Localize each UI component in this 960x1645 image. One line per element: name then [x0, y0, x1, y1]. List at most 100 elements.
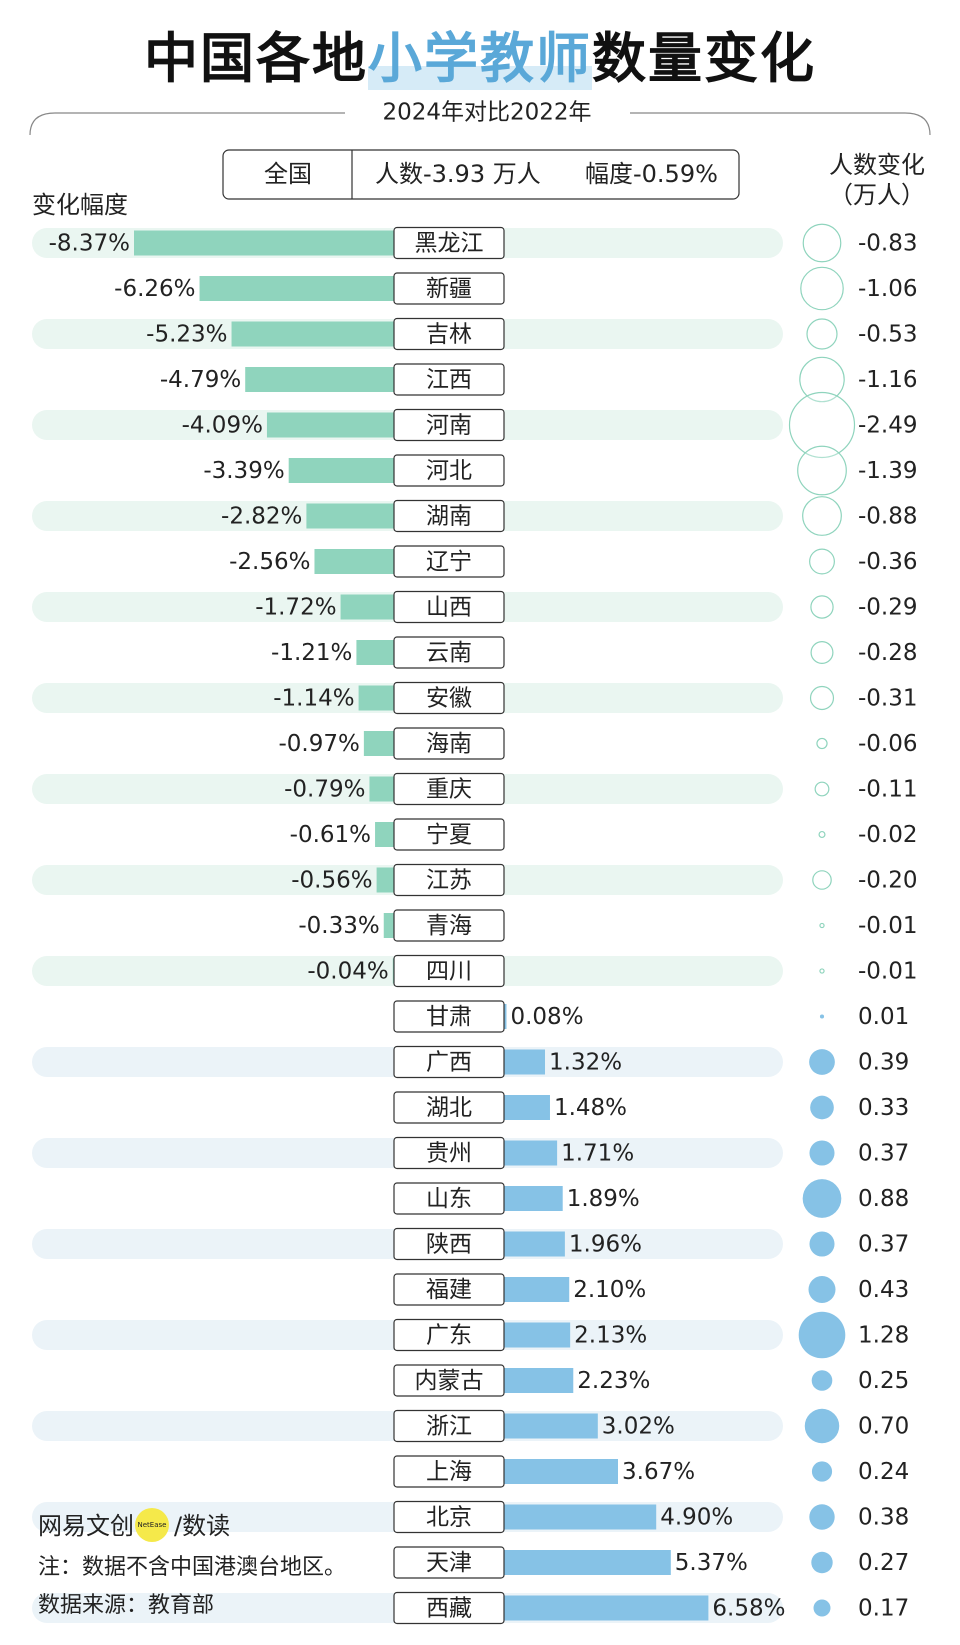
value-label: -2.56%: [229, 549, 310, 575]
category-box: [393, 1227, 505, 1261]
category-box: [393, 772, 505, 806]
category-label: 内蒙古: [415, 1368, 484, 1394]
category-box: [393, 1182, 505, 1215]
category-box: [393, 818, 505, 851]
bar: [504, 1595, 709, 1621]
category-box: [393, 1455, 505, 1488]
category-label: 陕西: [426, 1232, 472, 1258]
category-label: 广西: [426, 1050, 472, 1076]
count-label: -0.88: [858, 504, 918, 530]
category-box: [393, 1045, 505, 1079]
bubble: [818, 830, 826, 839]
category-label: 甘肃: [426, 1004, 472, 1030]
bubble-axis-label: （万人）: [829, 181, 925, 209]
bar: [504, 1368, 574, 1393]
bubble: [819, 968, 825, 974]
count-label: -0.01: [858, 959, 918, 985]
value-label: 1.71%: [561, 1141, 634, 1167]
bar: [369, 776, 394, 802]
category-label: 广东: [426, 1323, 472, 1349]
bubble: [804, 1408, 840, 1444]
category-box: [393, 1136, 505, 1170]
category-box: [393, 909, 505, 942]
bubble: [819, 922, 825, 929]
value-label: 1.32%: [549, 1050, 622, 1076]
category-box: [393, 1273, 505, 1306]
count-label: 0.88: [858, 1186, 909, 1212]
category-box: [393, 1364, 505, 1397]
national-count: 人数-3.93 万人: [375, 160, 541, 188]
category-box: [393, 1000, 505, 1033]
value-label: 4.90%: [660, 1505, 733, 1531]
category-box: [393, 636, 505, 669]
category-box: [393, 363, 505, 396]
bubble: [806, 318, 838, 350]
bubble: [809, 548, 835, 575]
category-box: [393, 226, 505, 260]
title-start: 中国各地: [144, 27, 368, 90]
value-label: 2.13%: [574, 1323, 647, 1349]
bar: [504, 1186, 563, 1211]
count-label: -1.06: [858, 276, 918, 302]
bar: [504, 1459, 619, 1484]
value-label: 3.67%: [622, 1459, 695, 1485]
category-label: 吉林: [426, 322, 472, 348]
bar: [314, 549, 394, 574]
bubble: [813, 1599, 831, 1617]
value-label: -1.72%: [255, 595, 336, 621]
count-label: -0.36: [858, 549, 918, 575]
count-label: -0.29: [858, 595, 918, 621]
bar: [266, 412, 394, 438]
count-label: -0.20: [858, 868, 918, 894]
category-box: [393, 454, 505, 487]
bar: [504, 1231, 565, 1257]
bar: [504, 1322, 571, 1348]
bubble: [809, 1504, 835, 1530]
bubble: [809, 1231, 835, 1257]
count-label: 0.43: [858, 1277, 909, 1303]
bar-axis-label: 变化幅度: [32, 191, 128, 219]
bubble: [802, 223, 842, 263]
category-box: [393, 681, 505, 715]
category-label: 重庆: [426, 777, 472, 803]
category-label: 山东: [426, 1186, 472, 1212]
bubble: [809, 1140, 835, 1166]
category-label: 江西: [426, 367, 472, 393]
bubble: [799, 356, 845, 403]
category-box: [393, 272, 505, 305]
category-box: [393, 1546, 505, 1579]
category-label: 浙江: [426, 1414, 472, 1440]
bubble: [809, 1049, 835, 1075]
value-label: -6.26%: [114, 276, 195, 302]
category-label: 天津: [426, 1550, 472, 1576]
count-label: -0.31: [858, 686, 918, 712]
category-box: [393, 545, 505, 578]
category-label: 安徽: [426, 686, 472, 712]
bubble: [809, 685, 835, 711]
national-pct: 幅度-0.59%: [585, 160, 718, 188]
category-box: [393, 1091, 505, 1124]
value-label: 0.08%: [510, 1004, 583, 1030]
count-label: -0.01: [858, 913, 918, 939]
bubble: [810, 1095, 834, 1120]
category-label: 上海: [426, 1459, 472, 1485]
count-label: -1.39: [858, 458, 918, 484]
value-label: 1.96%: [569, 1232, 642, 1258]
value-label: -5.23%: [146, 322, 227, 348]
value-label: 2.23%: [577, 1368, 650, 1394]
brand-suffix: /数读: [174, 1512, 230, 1540]
bar: [504, 1413, 598, 1439]
note: 注：数据不含中国港澳台地区。: [38, 1555, 346, 1580]
category-label: 新疆: [426, 276, 472, 302]
value-label: -4.79%: [160, 367, 241, 393]
category-box: [393, 1500, 505, 1534]
bar: [356, 640, 394, 665]
category-label: 北京: [426, 1505, 472, 1531]
bubble: [811, 1551, 833, 1574]
value-label: -0.61%: [290, 822, 371, 848]
bubble: [808, 1275, 836, 1304]
category-label: 云南: [426, 640, 472, 666]
bar: [376, 867, 394, 893]
count-label: 0.39: [858, 1050, 909, 1076]
subtitle: 2024年对比2022年: [382, 100, 591, 126]
